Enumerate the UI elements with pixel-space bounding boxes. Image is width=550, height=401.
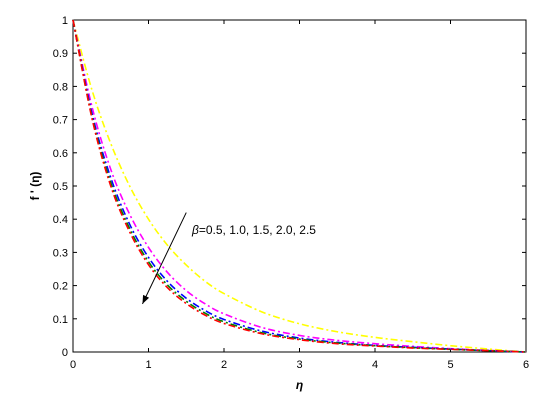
series-line-1 — [72, 19, 527, 353]
y-tick-label: 0 — [62, 347, 68, 359]
x-axis: 0 1 2 3 4 5 6 — [70, 20, 529, 371]
y-tick-label: 0.4 — [53, 214, 68, 226]
x-tick-label: 5 — [447, 359, 453, 371]
y-axis-label: f ' (η) — [28, 172, 42, 201]
annotation: β=0.5, 1.0, 1.5, 2.0, 2.5 — [142, 212, 316, 305]
series-line-3 — [72, 19, 527, 353]
x-axis-label: η — [296, 378, 303, 392]
x-tick-label: 3 — [296, 359, 302, 371]
plot-frame — [72, 19, 527, 353]
beta-annotation: β=0.5, 1.0, 1.5, 2.0, 2.5 — [191, 223, 316, 237]
y-tick-label: 0.6 — [53, 148, 68, 160]
y-tick-label: 0.1 — [53, 314, 68, 326]
x-tick-label: 4 — [372, 359, 378, 371]
y-tick-label: 0.3 — [53, 247, 68, 259]
y-axis: 0 0.1 0.2 0.3 0.4 0.5 0.6 0.7 0.8 0.9 1 — [53, 15, 526, 359]
y-tick-label: 0.9 — [53, 48, 68, 60]
y-tick-label: 1 — [62, 15, 68, 27]
series-line-5 — [72, 19, 527, 353]
series-layer — [72, 19, 527, 353]
x-tick-label: 0 — [70, 359, 76, 371]
y-tick-label: 0.7 — [53, 115, 68, 127]
series-line-2 — [72, 19, 527, 353]
beta-values: =0.5, 1.0, 1.5, 2.0, 2.5 — [199, 223, 316, 237]
x-tick-label: 1 — [145, 359, 151, 371]
x-tick-label: 6 — [523, 359, 529, 371]
annotation-arrow-shaft — [142, 212, 187, 305]
series-line-4 — [72, 19, 527, 353]
y-tick-label: 0.8 — [53, 81, 68, 93]
beta-symbol: β — [191, 223, 199, 237]
y-tick-label: 0.2 — [53, 281, 68, 293]
y-tick-label: 0.5 — [53, 181, 68, 193]
annotation-arrow-head — [142, 294, 150, 304]
x-tick-label: 2 — [221, 359, 227, 371]
